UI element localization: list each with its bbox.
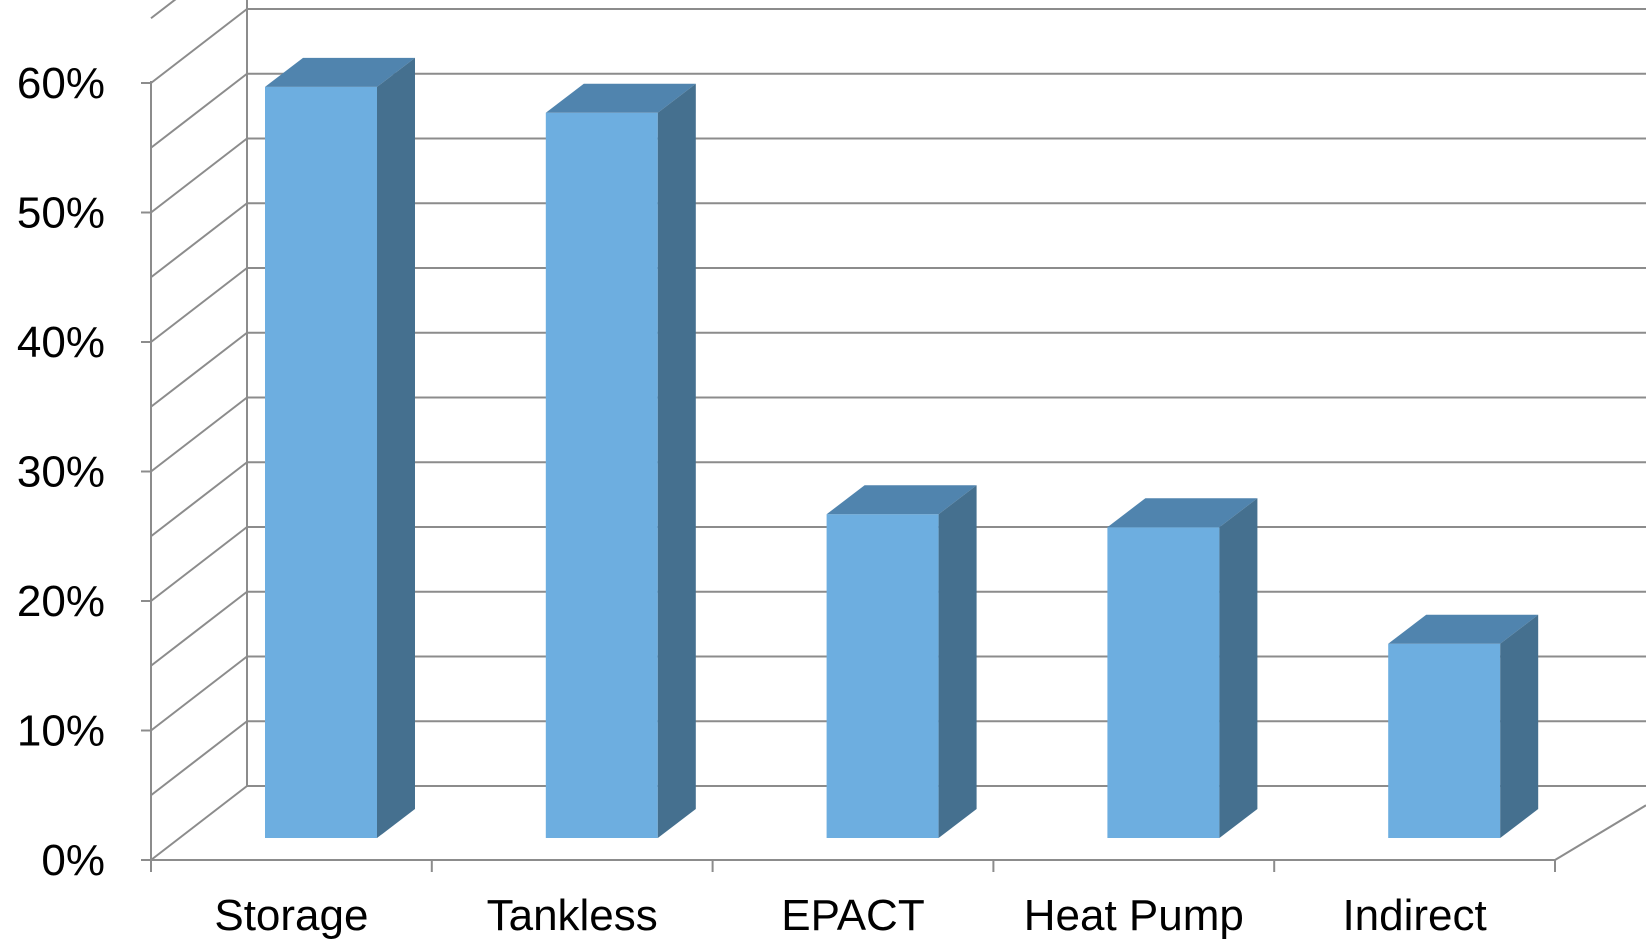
bar [826,485,977,838]
y-tick-label: 0% [41,836,105,885]
bar-front [545,112,658,839]
gridline-side [150,72,248,149]
bar-top [826,485,977,515]
bars [265,57,1539,839]
bar-side [377,57,415,838]
gridline-side [150,785,248,861]
y-tick-label: 10% [17,707,105,756]
bar-front [826,514,939,838]
y-tick-label: 30% [17,448,105,497]
gridline-side [150,202,248,279]
y-tick-label: 20% [17,577,105,626]
y-tick-label: 50% [17,189,105,238]
gridline-side [150,720,248,797]
gridline-side [150,526,248,602]
bar [545,83,696,839]
bar-side [657,83,696,839]
bar-side [1219,498,1258,838]
y-tick-labels: 0% 10% 20% 30% 40% 50% 60% [17,59,105,885]
bar-top [1107,498,1258,528]
bar [1388,614,1539,838]
gridline-side [150,461,248,538]
bar-top [545,83,696,113]
bar-top [265,57,415,87]
bar-front [265,86,377,838]
bar-top [1388,614,1539,644]
y-tick-label: 40% [17,318,105,367]
gridline-side [150,396,248,473]
bar-front [1388,643,1501,838]
gridline-side [150,8,248,84]
gridline-side [150,267,248,343]
x-tick-label: Indirect [1342,891,1486,940]
bar [265,57,415,838]
bar-side [1500,614,1539,838]
x-tick-labels: Storage Tankless EPACT Heat Pump Indirect [214,891,1486,940]
gridline-side [150,331,248,408]
bar-side [938,485,977,838]
gridline-side [150,590,248,667]
gridline-side [150,655,248,732]
bar [1107,498,1258,838]
gridline-side [150,0,177,20]
x-tick-label: Heat Pump [1024,891,1244,940]
bar-front [1107,527,1220,838]
gridline-side [150,137,248,214]
x-tick-label: Tankless [487,891,658,940]
axes [141,81,1646,872]
x-tick-label: EPACT [781,891,924,940]
x-tick-label: Storage [214,891,368,940]
floor-right-edge [1554,804,1646,861]
y-tick-label: 60% [17,59,105,108]
